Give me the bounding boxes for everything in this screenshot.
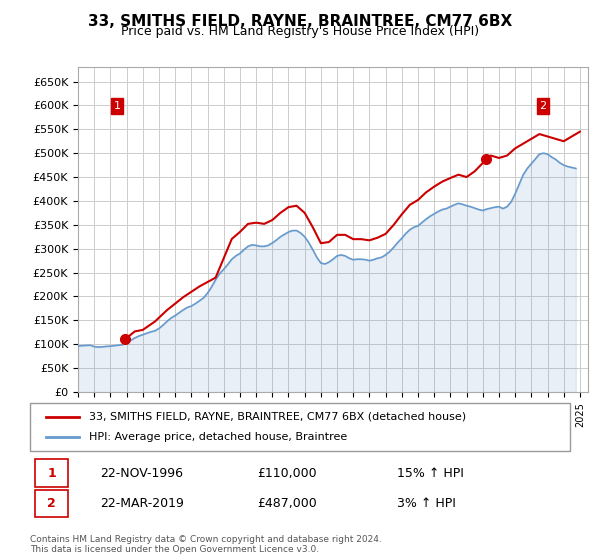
Text: Contains HM Land Registry data © Crown copyright and database right 2024.
This d: Contains HM Land Registry data © Crown c… bbox=[30, 535, 382, 554]
Text: £110,000: £110,000 bbox=[257, 466, 316, 479]
Text: 33, SMITHS FIELD, RAYNE, BRAINTREE, CM77 6BX (detached house): 33, SMITHS FIELD, RAYNE, BRAINTREE, CM77… bbox=[89, 412, 467, 422]
FancyBboxPatch shape bbox=[30, 403, 570, 451]
Text: 22-MAR-2019: 22-MAR-2019 bbox=[100, 497, 184, 510]
Text: Price paid vs. HM Land Registry's House Price Index (HPI): Price paid vs. HM Land Registry's House … bbox=[121, 25, 479, 38]
Text: 2: 2 bbox=[47, 497, 56, 510]
Text: 15% ↑ HPI: 15% ↑ HPI bbox=[397, 466, 464, 479]
Text: 22-NOV-1996: 22-NOV-1996 bbox=[100, 466, 183, 479]
FancyBboxPatch shape bbox=[35, 459, 68, 487]
Text: £487,000: £487,000 bbox=[257, 497, 317, 510]
Text: HPI: Average price, detached house, Braintree: HPI: Average price, detached house, Brai… bbox=[89, 432, 347, 442]
Text: 3% ↑ HPI: 3% ↑ HPI bbox=[397, 497, 456, 510]
Text: 33, SMITHS FIELD, RAYNE, BRAINTREE, CM77 6BX: 33, SMITHS FIELD, RAYNE, BRAINTREE, CM77… bbox=[88, 14, 512, 29]
Text: 1: 1 bbox=[47, 466, 56, 479]
Text: 2: 2 bbox=[539, 101, 547, 111]
FancyBboxPatch shape bbox=[35, 489, 68, 517]
Text: 1: 1 bbox=[113, 101, 121, 111]
